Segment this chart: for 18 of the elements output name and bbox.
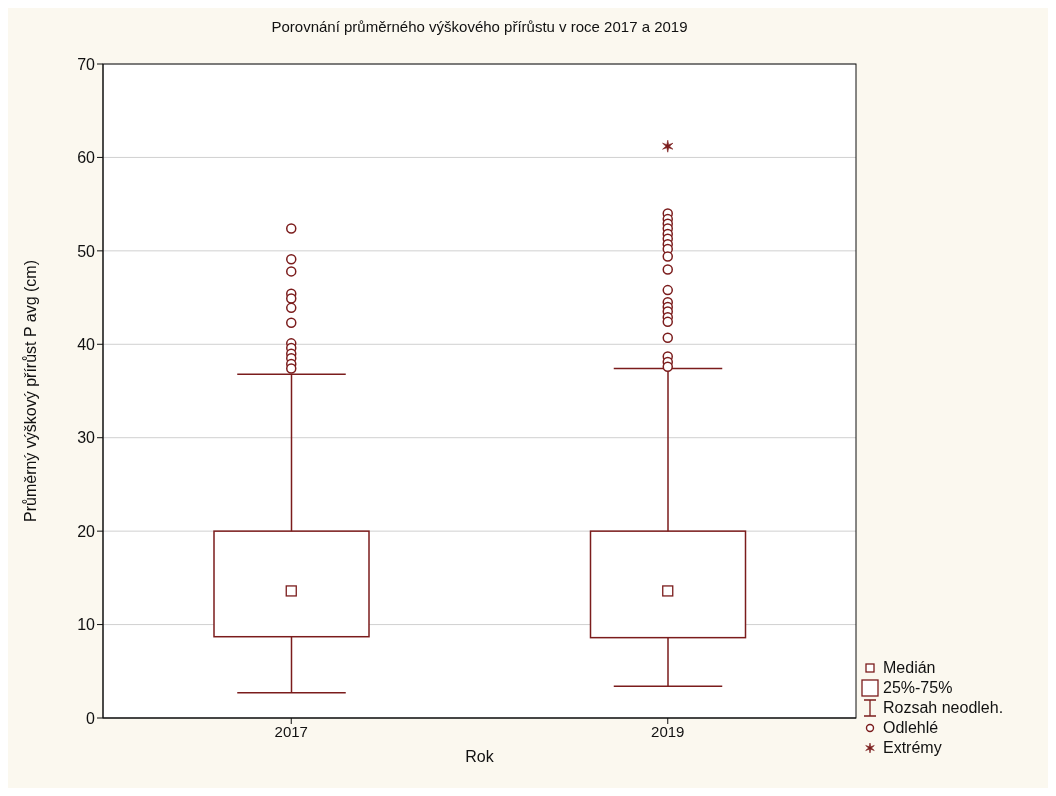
chart-title: Porovnání průměrného výškového přírůstu v roce 2017 a 2019 xyxy=(270,18,689,35)
y-tick-label: 70 xyxy=(77,55,96,73)
text: 25%-75% xyxy=(883,678,953,698)
y-tick-label: 0 xyxy=(86,709,96,727)
y-tick-label: 10 xyxy=(77,616,96,634)
y-axis-title: Průměrný výškový přírůst P avg (cm) xyxy=(21,260,39,522)
y-tick-label: 50 xyxy=(77,242,96,260)
y-tick-label: 60 xyxy=(77,149,96,167)
text: Rozsah neodleh. xyxy=(883,698,1004,718)
text: Medián xyxy=(883,658,936,678)
x-axis-title: Rok xyxy=(465,748,495,765)
x-tick-label: 2017 xyxy=(274,722,308,740)
text: Odlehlé xyxy=(883,718,939,738)
x-tick-label: 2019 xyxy=(651,722,685,740)
legend-label: Extrémy xyxy=(883,738,942,758)
y-tick-label: 30 xyxy=(77,429,96,447)
y-tick-label: 40 xyxy=(77,335,96,353)
y-tick-label: 20 xyxy=(77,522,96,540)
